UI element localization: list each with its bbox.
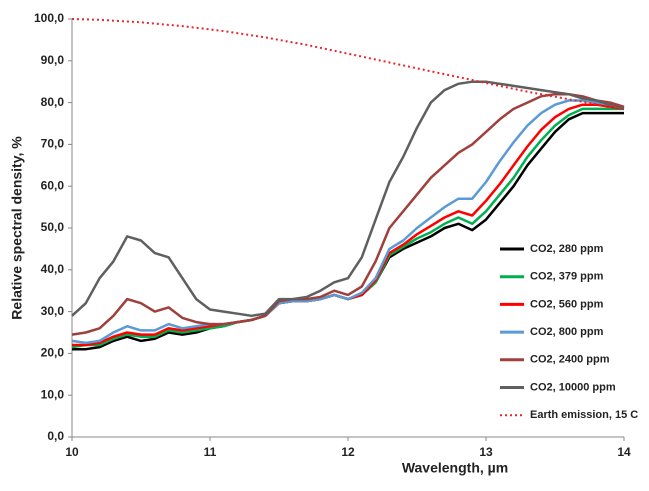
legend-label: CO2, 560 ppm xyxy=(530,298,604,310)
y-tick-label: 90,0 xyxy=(41,53,65,67)
legend-label: Earth emission, 15 C xyxy=(530,409,638,421)
y-tick-label: 100,0 xyxy=(34,11,64,25)
y-tick-label: 20,0 xyxy=(41,346,65,360)
legend-label: CO2, 280 ppm xyxy=(530,243,604,255)
legend-label: CO2, 2400 ppm xyxy=(530,354,610,366)
y-tick-label: 40,0 xyxy=(41,262,65,276)
legend-label: CO2, 800 ppm xyxy=(530,326,604,338)
y-axis-title: Relative spectral density, % xyxy=(9,136,25,320)
legend-label: CO2, 10000 ppm xyxy=(530,381,616,393)
y-tick-label: 30,0 xyxy=(41,304,65,318)
y-tick-label: 50,0 xyxy=(41,220,65,234)
series-line xyxy=(71,18,625,110)
series-line xyxy=(71,92,625,336)
x-axis-title: Wavelength, µm xyxy=(402,460,508,476)
y-tick-label: 70,0 xyxy=(41,137,65,151)
legend-label: CO2, 379 ppm xyxy=(530,271,604,283)
x-tick-label: 12 xyxy=(341,445,355,459)
series-line xyxy=(71,80,625,318)
x-tick-label: 13 xyxy=(479,445,493,459)
y-tick-label: 0,0 xyxy=(47,429,64,443)
y-tick-label: 60,0 xyxy=(41,178,65,192)
x-tick-label: 14 xyxy=(617,445,631,459)
y-tick-label: 80,0 xyxy=(41,95,65,109)
y-tick-label: 10,0 xyxy=(41,387,65,401)
series-line xyxy=(72,111,624,351)
series-line xyxy=(71,99,625,345)
x-tick-label: 10 xyxy=(65,445,79,459)
x-tick-label: 11 xyxy=(204,445,217,459)
